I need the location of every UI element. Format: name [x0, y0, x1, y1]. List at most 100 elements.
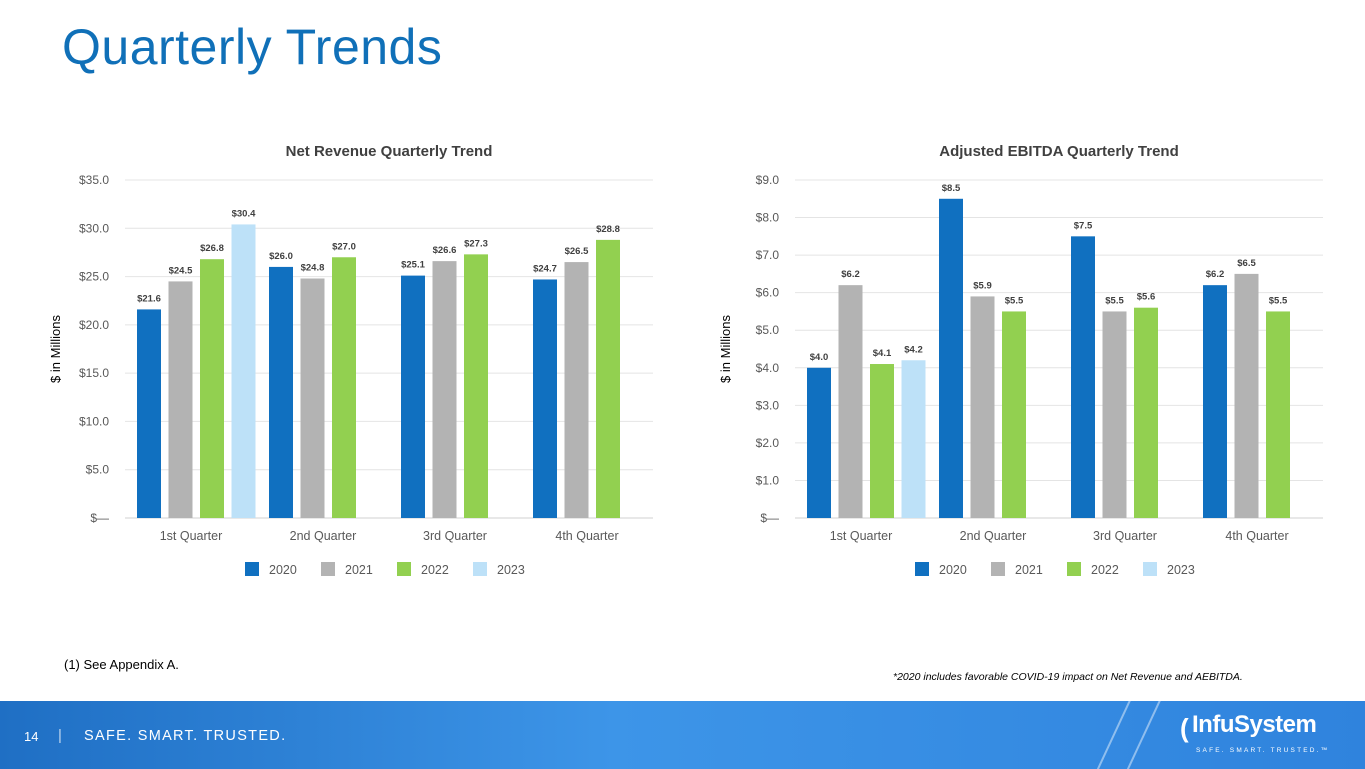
legend-label: 2023 [497, 563, 525, 577]
data-label: $26.6 [433, 245, 457, 256]
footnote-covid: *2020 includes favorable COVID-19 impact… [893, 671, 1243, 683]
logo-tagline: SAFE. SMART. TRUSTED.™ [1196, 747, 1330, 754]
legend-swatch [1067, 562, 1081, 576]
data-label: $5.9 [973, 280, 992, 291]
x-category-label: 4th Quarter [555, 529, 618, 543]
bar-2020-q4 [1203, 285, 1227, 518]
net-revenue-chart: Net Revenue Quarterly Trend $— $5.0 $10.0 $1… [48, 143, 653, 577]
bar-2022-q1 [200, 259, 224, 518]
bar-2021-q2 [970, 296, 995, 518]
legend-label: 2020 [269, 563, 297, 577]
bar-2022-q1 [870, 364, 894, 518]
bar-2020-q3 [401, 275, 425, 518]
legend-label: 2021 [1015, 563, 1043, 577]
bar-2021-q4 [564, 262, 589, 518]
legend-label: 2020 [939, 563, 967, 577]
footnote-appendix: (1) See Appendix A. [64, 657, 179, 672]
legend-swatch [321, 562, 335, 576]
bar-2021-q3 [432, 261, 457, 518]
page-number: 14 [24, 729, 39, 744]
y-tick-label: $— [760, 511, 779, 525]
data-label: $27.3 [464, 238, 488, 249]
infusystem-logo: ( InfuSystem SAFE. SMART. TRUSTED.™ [1180, 711, 1330, 759]
y-tick-label: $10.0 [79, 414, 109, 428]
y-tick-label: $9.0 [756, 173, 780, 187]
data-label: $6.2 [841, 269, 860, 280]
data-label: $24.8 [301, 263, 325, 274]
data-label: $26.0 [269, 251, 293, 262]
y-tick-label: $2.0 [756, 436, 780, 450]
legend-label: 2022 [1091, 563, 1119, 577]
bar-2022-q4 [1266, 311, 1290, 518]
data-label: $5.6 [1137, 292, 1156, 303]
y-tick-label: $8.0 [756, 211, 780, 225]
bar-2022-q3 [464, 254, 488, 519]
data-label: $5.5 [1005, 295, 1024, 306]
bar-2020-q1 [807, 367, 831, 518]
data-label: $26.8 [200, 243, 224, 254]
legend-label: 2023 [1167, 563, 1195, 577]
footer-bar: 14 | SAFE. SMART. TRUSTED. ( InfuSystem … [0, 701, 1365, 769]
bar-2022-q2 [1002, 311, 1026, 518]
data-label: $4.0 [810, 352, 829, 363]
y-tick-label: $20.0 [79, 318, 109, 332]
bar-2021-q3 [1102, 311, 1127, 518]
y-tick-label: $5.0 [86, 463, 110, 477]
y-axis-label: $ in Millions [48, 315, 63, 383]
data-label: $6.2 [1206, 269, 1225, 280]
y-tick-label: $4.0 [756, 361, 780, 375]
legend-swatch [1143, 562, 1157, 576]
logo-swoosh-icon: ( [1180, 713, 1189, 743]
data-label: $24.7 [533, 263, 557, 274]
legend-swatch [473, 562, 487, 576]
y-tick-label: $7.0 [756, 248, 780, 262]
y-axis-label: $ in Millions [718, 315, 733, 383]
data-label: $25.1 [401, 260, 425, 271]
legend-swatch [245, 562, 259, 576]
data-label: $4.1 [873, 348, 892, 359]
data-label: $21.6 [137, 293, 161, 304]
data-label: $7.5 [1074, 220, 1093, 231]
bar-2021-q1 [168, 281, 193, 518]
footer-tagline: SAFE. SMART. TRUSTED. [84, 728, 287, 744]
bar-2021-q1 [838, 285, 863, 518]
y-tick-label: $30.0 [79, 221, 109, 235]
bar-2020-q2 [269, 266, 293, 518]
y-tick-label: $— [90, 511, 109, 525]
y-tick-label: $25.0 [79, 270, 109, 284]
bar-2023-q1 [901, 360, 926, 518]
data-label: $27.0 [332, 241, 356, 252]
adjusted-ebitda-chart: Adjusted EBITDA Quarterly Trend $— $1.0 $2.… [718, 143, 1323, 577]
y-tick-label: $5.0 [756, 323, 780, 337]
legend-label: 2022 [421, 563, 449, 577]
bar-2022-q2 [332, 257, 356, 518]
data-label: $8.5 [942, 183, 961, 194]
bar-2022-q3 [1134, 307, 1158, 518]
y-tick-label: $1.0 [756, 473, 780, 487]
data-label: $28.8 [596, 224, 620, 235]
y-tick-label: $35.0 [79, 173, 109, 187]
bar-2020-q1 [137, 309, 161, 518]
data-label: $24.5 [169, 265, 193, 276]
x-category-label: 1st Quarter [830, 529, 893, 543]
bar-2020-q3 [1071, 236, 1095, 518]
legend-swatch [991, 562, 1005, 576]
legend-swatch [397, 562, 411, 576]
bar-2020-q4 [533, 279, 557, 518]
chart-title: Net Revenue Quarterly Trend [286, 143, 493, 160]
bar-2022-q4 [596, 239, 620, 519]
data-label: $5.5 [1269, 295, 1288, 306]
y-tick-label: $15.0 [79, 366, 109, 380]
x-category-label: 4th Quarter [1225, 529, 1288, 543]
x-category-label: 2nd Quarter [290, 529, 357, 543]
y-tick-label: $6.0 [756, 286, 780, 300]
footer-separator: | [58, 727, 62, 744]
data-label: $30.4 [232, 208, 256, 219]
x-category-label: 2nd Quarter [960, 529, 1027, 543]
y-tick-label: $3.0 [756, 398, 780, 412]
x-category-label: 1st Quarter [160, 529, 223, 543]
x-category-label: 3rd Quarter [423, 529, 487, 543]
logo-name: InfuSystem [1192, 711, 1317, 738]
chart-title: Adjusted EBITDA Quarterly Trend [939, 143, 1178, 160]
data-label: $26.5 [565, 246, 589, 257]
